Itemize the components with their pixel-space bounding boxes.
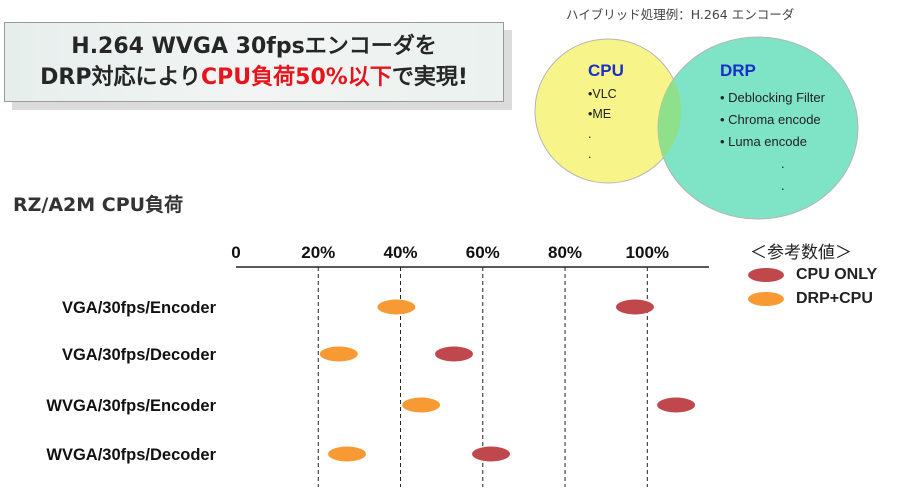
venn-drp-item: • Luma encode (720, 134, 807, 149)
data-point-drp-cpu (328, 446, 367, 462)
headline-highlight: CPU負荷50%以下 (201, 65, 392, 90)
headline-banner: H.264 WVGA 30fpsエンコーダを DRP対応によりCPU負荷50%以… (4, 22, 504, 102)
venn-diagram: CPU •VLC •ME.. DRP • Deblocking Filter • C… (534, 36, 859, 220)
category-label: WVGA/30fps/Encoder (46, 397, 216, 415)
venn-drp-item: . (781, 156, 785, 171)
venn-drp-items: • Deblocking Filter • Chroma encode • Luma… (720, 90, 826, 193)
venn-caption: ハイブリッド処理例：H.264 エンコーダ (566, 7, 795, 22)
venn-drp-item: • Deblocking Filter (720, 90, 826, 105)
data-point-drp-cpu (319, 346, 358, 362)
category-label: WVGA/30fps/Decoder (46, 446, 216, 464)
venn-drp-item: . (781, 178, 785, 193)
legend-item-drp-cpu: DRP+CPU (748, 290, 873, 308)
headline-line-1: H.264 WVGA 30fpsエンコーダを (71, 34, 437, 59)
x-tick-label: 100% (626, 243, 669, 262)
venn-cpu-title: CPU (588, 61, 624, 80)
venn-drp-title: DRP (720, 61, 756, 80)
category-label: VGA/30fps/Decoder (62, 346, 217, 364)
legend-title: ＜参考数値＞ (750, 243, 852, 263)
chart-x-axis: 0 20% 40% 60% 80% 100% (231, 243, 709, 268)
legend-label-drp-cpu: DRP+CPU (796, 290, 873, 307)
legend-item-cpu-only: CPU ONLY (748, 266, 877, 284)
x-tick-label: 40% (384, 243, 418, 262)
data-point-cpu-only (615, 299, 654, 315)
cpu-load-chart: 0 20% 40% 60% 80% 100% VGA/30fps/EncoderVGA/3… (46, 243, 709, 487)
data-point-drp-cpu (402, 397, 441, 413)
venn-cpu-item: •ME (588, 107, 611, 121)
headline-line-2: DRP対応によりCPU負荷50%以下で実現! (40, 62, 468, 93)
chart-category-labels: VGA/30fps/Encoder VGA/30fps/Decoder WVGA/3… (46, 299, 216, 464)
venn-cpu-item: •VLC (588, 87, 617, 101)
legend-marker-cpu-only (748, 268, 784, 282)
data-point-cpu-only (472, 446, 511, 462)
venn-cpu-item: . (588, 127, 591, 141)
venn-cpu-item: . (588, 147, 591, 161)
venn-drp-item: • Chroma encode (720, 112, 821, 127)
x-tick-label: 60% (466, 243, 500, 262)
x-tick-label: 80% (548, 243, 582, 262)
venn-drp-circle (657, 36, 859, 220)
legend-label-cpu-only: CPU ONLY (796, 266, 878, 283)
venn-cpu-items: •VLC •ME.. (588, 87, 617, 161)
headline-suffix: で実現! (391, 65, 468, 90)
data-point-cpu-only (657, 397, 696, 413)
x-tick-label: 20% (301, 243, 335, 262)
x-tick-label: 0 (231, 243, 240, 262)
chart-points (319, 299, 696, 462)
legend-marker-drp-cpu (748, 292, 784, 306)
headline-prefix: DRP対応により (40, 65, 202, 90)
section-title: RZ/A2M CPU負荷 (13, 194, 184, 216)
category-label: VGA/30fps/Encoder (62, 299, 217, 317)
data-point-drp-cpu (377, 299, 416, 315)
data-point-cpu-only (434, 346, 473, 362)
